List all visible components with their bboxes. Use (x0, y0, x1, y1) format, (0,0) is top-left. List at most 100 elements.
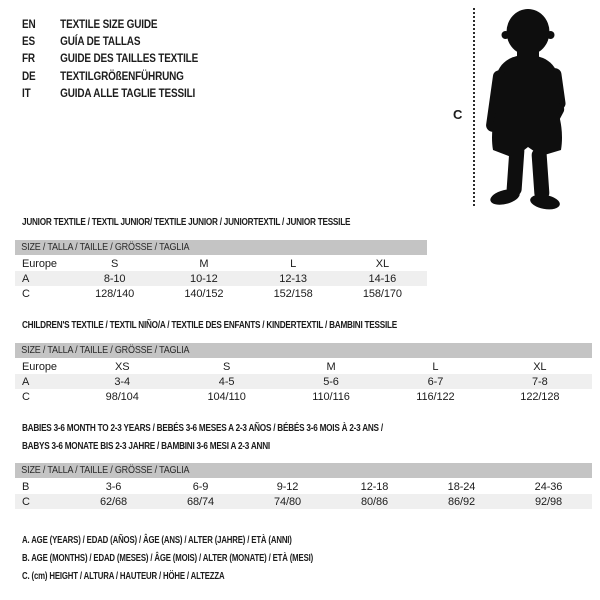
table-cell: 158/170 (362, 287, 402, 300)
size-band-label: SIZE / TALLA / TAILLE / GRÖSSE / TAGLIA (21, 345, 190, 356)
table-row: A 8-10 10-12 12-13 14-16 (15, 271, 427, 286)
table-cell: 24-36 (534, 480, 563, 493)
legend-note-a: A. AGE (YEARS) / EDAD (AÑOS) / ÂGE (ANS)… (22, 534, 292, 546)
lang-code: ES (22, 33, 35, 48)
arm-right-upper (548, 68, 566, 110)
lang-code: FR (22, 51, 35, 66)
table-cell: 6-7 (427, 375, 444, 388)
size-band: SIZE / TALLA / TAILLE / GRÖSSE / TAGLIA (15, 343, 592, 358)
size-band: SIZE / TALLA / TAILLE / GRÖSSE / TAGLIA (15, 240, 427, 255)
foot-left (490, 189, 520, 205)
table-row: C 98/104 104/110 110/116 116/122 122/128 (15, 389, 592, 404)
legend-notes: A. AGE (YEARS) / EDAD (AÑOS) / ÂGE (ANS)… (22, 531, 395, 585)
babies-title-line-1: BABIES 3-6 MONTH TO 2-3 YEARS / BEBÉS 3-… (22, 422, 383, 434)
children-section-title: CHILDREN'S TEXTILE / TEXTIL NIÑO/A / TEX… (22, 319, 398, 331)
size-band-label: SIZE / TALLA / TAILLE / GRÖSSE / TAGLIA (21, 465, 190, 476)
table-cell: 74/80 (273, 495, 302, 508)
leg-right (531, 148, 550, 200)
table-cell: 5-6 (323, 375, 339, 388)
table-cell: 110/116 (312, 390, 350, 403)
lang-title: GUIDA ALLE TAGLIE TESSILI (60, 85, 196, 100)
table-cell: 140/152 (184, 287, 224, 300)
lang-title: GUÍA DE TALLAS (60, 33, 141, 48)
row-label: C (22, 390, 30, 403)
table-cell: 3-6 (105, 480, 122, 493)
size-band-label: SIZE / TALLA / TAILLE / GRÖSSE / TAGLIA (21, 242, 190, 253)
children-size-table: SIZE / TALLA / TAILLE / GRÖSSE / TAGLIA … (15, 343, 592, 404)
table-row: Europe XS S M L XL (15, 359, 592, 374)
row-label: B (22, 480, 30, 493)
row-label: C (22, 495, 30, 508)
table-cell: XS (114, 360, 130, 373)
table-cell: 86/92 (447, 495, 476, 508)
height-measure-dotted-line (473, 8, 475, 206)
toddler-silhouette-image (486, 9, 566, 210)
foot-right (530, 194, 560, 210)
row-label: Europe (22, 360, 57, 373)
table-cell: 4-5 (218, 375, 235, 388)
row-label: A (22, 375, 30, 388)
table-cell: S (111, 257, 119, 270)
babies-section-title: BABIES 3-6 MONTH TO 2-3 YEARS / BEBÉS 3-… (22, 420, 383, 455)
table-cell: 14-16 (368, 272, 397, 285)
lang-title: GUIDE DES TAILLES TEXTILE (60, 51, 199, 66)
table-cell: M (326, 360, 336, 373)
legend-note-c: C. (cm) HEIGHT / ALTURA / HAUTEUR / HÖHE… (22, 570, 225, 582)
arm-left (486, 70, 506, 132)
lang-row-it: IT GUIDA ALLE TAGLIE TESSILI (22, 84, 198, 101)
height-measure-label: C (453, 107, 463, 122)
babies-title-line-2: BABYS 3-6 MONATE BIS 2-3 JAHRE / BAMBINI… (22, 439, 270, 452)
table-cell: 7-8 (532, 375, 548, 388)
table-cell: 9-12 (276, 480, 299, 493)
lang-row-es: ES GUÍA DE TALLAS (22, 32, 198, 49)
junior-size-table: SIZE / TALLA / TAILLE / GRÖSSE / TAGLIA … (15, 240, 427, 301)
table-row: B 3-6 6-9 9-12 12-18 18-24 24-36 (15, 479, 592, 494)
table-cell: 152/158 (273, 287, 313, 300)
table-cell: 8-10 (103, 272, 126, 285)
babies-size-table: SIZE / TALLA / TAILLE / GRÖSSE / TAGLIA … (15, 463, 592, 509)
table-cell: 116/122 (416, 390, 455, 403)
shorts (492, 112, 562, 158)
lang-row-de: DE TEXTILGRÖßENFÜHRUNG (22, 67, 198, 84)
table-cell: 18-24 (447, 480, 476, 493)
language-header: EN TEXTILE SIZE GUIDE ES GUÍA DE TALLAS … (22, 15, 234, 101)
torso (494, 55, 560, 116)
table-cell: 92/98 (534, 495, 563, 508)
table-cell: 98/104 (105, 390, 139, 403)
lang-row-en: EN TEXTILE SIZE GUIDE (22, 15, 198, 32)
table-row: C 128/140 140/152 152/158 158/170 (15, 286, 427, 301)
lang-code: EN (22, 16, 36, 31)
lang-title: TEXTILE SIZE GUIDE (60, 16, 158, 31)
table-row: A 3-4 4-5 5-6 6-7 7-8 (15, 374, 592, 389)
legend-note-b: B. AGE (MONTHS) / EDAD (MESES) / ÂGE (MO… (22, 552, 314, 564)
table-cell: 104/110 (207, 390, 246, 403)
table-row: Europe S M L XL (15, 256, 427, 271)
table-cell: 80/86 (360, 495, 389, 508)
table-cell: 3-4 (114, 375, 130, 388)
row-label: A (22, 272, 30, 285)
leg-left (506, 144, 525, 196)
table-row: C 62/68 68/74 74/80 80/86 86/92 92/98 (15, 494, 592, 509)
lang-row-fr: FR GUIDE DES TAILLES TEXTILE (22, 50, 198, 67)
table-cell: 68/74 (186, 495, 215, 508)
table-cell: 12-13 (279, 272, 307, 285)
table-cell: 12-18 (360, 480, 389, 493)
table-cell: 6-9 (192, 480, 209, 493)
table-cell: 128/140 (95, 287, 135, 300)
table-cell: XL (375, 257, 389, 270)
junior-section-title: JUNIOR TEXTILE / TEXTIL JUNIOR/ TEXTILE … (22, 216, 351, 228)
table-cell: 62/68 (99, 495, 128, 508)
table-cell: XL (533, 360, 547, 373)
row-label: Europe (22, 257, 57, 270)
row-label: C (22, 287, 30, 300)
table-cell: 122/128 (520, 390, 560, 403)
lang-title: TEXTILGRÖßENFÜHRUNG (60, 68, 184, 83)
table-cell: 10-12 (190, 272, 218, 285)
lang-code: IT (22, 85, 31, 100)
lang-code: DE (22, 68, 36, 83)
table-cell: S (222, 360, 231, 373)
table-cell: L (290, 257, 297, 270)
table-cell: L (432, 360, 439, 373)
size-band: SIZE / TALLA / TAILLE / GRÖSSE / TAGLIA (15, 463, 592, 478)
